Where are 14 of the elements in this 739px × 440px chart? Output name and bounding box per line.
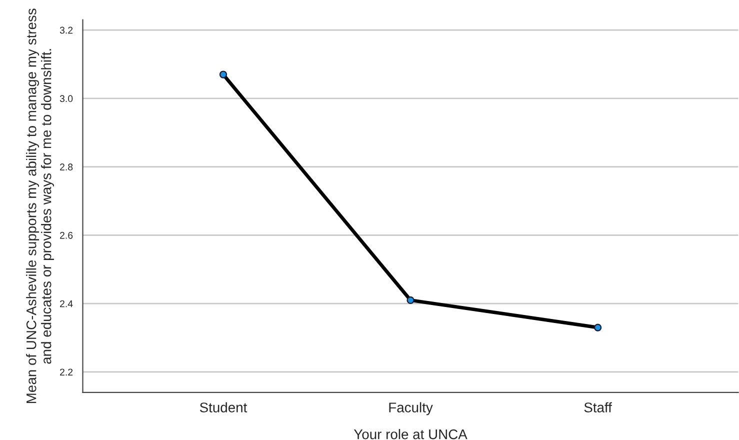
y-tick-label: 2.2 — [60, 368, 73, 376]
y-tick-label: 2.6 — [60, 232, 73, 239]
y-tick-label: 2.8 — [60, 164, 73, 170]
y-tick-label: 2.4 — [60, 300, 73, 308]
point — [406, 296, 414, 304]
x-tick-label: Faculty — [389, 402, 433, 416]
y-axis-title: Mean of UNC-Asheville supports my ability to manage my stress and educates or provides ways for me to downshift. — [26, 8, 54, 403]
y-tick-label: 3.2 — [60, 26, 73, 34]
point — [594, 324, 602, 332]
point — [219, 70, 228, 78]
x-axis-title: Your role at UNCA — [354, 429, 468, 440]
x-tick-label: Student — [200, 402, 248, 412]
y-tick-label: 3.0 — [60, 95, 73, 102]
x-tick-label: Staff — [584, 402, 612, 412]
